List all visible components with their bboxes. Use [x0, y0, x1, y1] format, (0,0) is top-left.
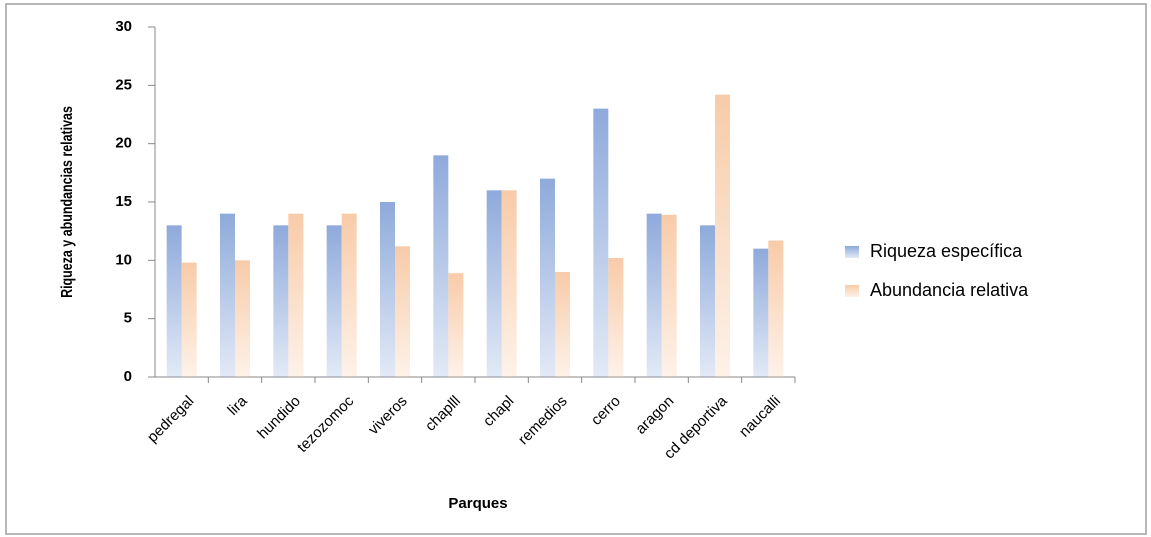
bar	[593, 108, 609, 378]
bar	[700, 225, 715, 377]
bar	[273, 225, 289, 377]
bar	[220, 213, 235, 377]
y-tick-label: 0	[124, 368, 132, 385]
y-tick-label: 10	[115, 251, 132, 268]
legend-label: Riqueza específica	[870, 241, 1023, 261]
x-axis-label: Parques	[448, 495, 507, 512]
bar	[235, 260, 250, 377]
bar	[646, 213, 662, 377]
bar	[486, 190, 502, 377]
legend-label: Abundancia relativa	[870, 280, 1029, 300]
bar	[715, 94, 730, 378]
y-axis-label: Riqueza y abundancias relativas	[59, 106, 77, 298]
y-tick-label: 20	[115, 135, 132, 152]
bar	[395, 246, 410, 377]
y-tick-label: 30	[115, 18, 132, 35]
bar	[448, 273, 464, 377]
bar	[166, 225, 182, 377]
bar	[288, 213, 304, 377]
legend-swatch	[845, 285, 859, 297]
bar	[608, 258, 624, 377]
bar	[181, 262, 197, 377]
y-tick-label: 5	[124, 310, 132, 327]
bar	[433, 155, 449, 377]
bar	[540, 178, 555, 377]
bar	[661, 214, 677, 377]
bar	[380, 202, 395, 377]
bar	[768, 240, 784, 377]
bar	[501, 190, 517, 377]
bar	[341, 213, 357, 377]
bar	[326, 225, 342, 377]
bar	[555, 272, 570, 377]
y-tick-label: 25	[115, 76, 132, 93]
bar	[753, 248, 769, 377]
y-tick-label: 15	[115, 193, 132, 210]
legend-swatch	[845, 246, 859, 258]
